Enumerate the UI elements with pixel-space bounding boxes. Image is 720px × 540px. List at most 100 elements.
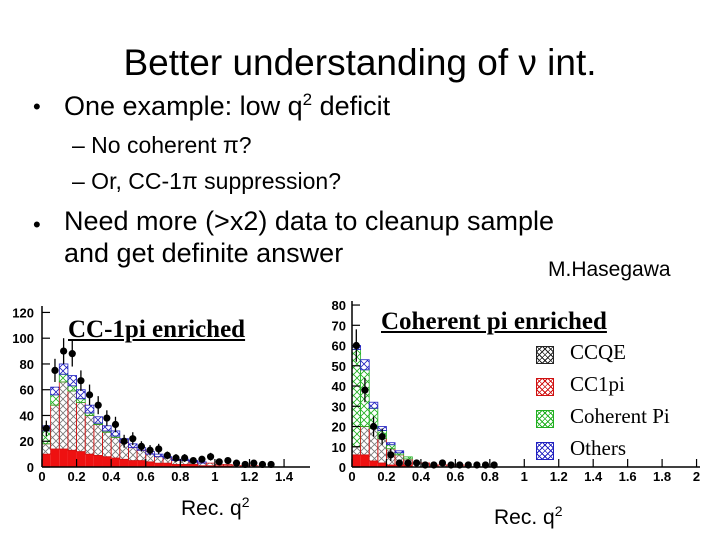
hist-bin-ccqe — [102, 456, 112, 467]
hist-bin-ccqe — [137, 460, 146, 467]
x-tick-label: 0 — [38, 469, 45, 484]
chart1-xlabel-base: Rec. q — [181, 497, 242, 520]
x-tick-label: 1.2 — [240, 469, 258, 484]
sub-bullet-cc1pi: – Or, CC-1π suppression? — [72, 168, 341, 194]
data-point — [258, 460, 267, 469]
legend-label-ccqe: CCQE — [570, 340, 627, 364]
y-tick-label: 120 — [12, 305, 34, 320]
hist-bin-ccqe — [377, 462, 387, 467]
hist-bin-cc1pi — [205, 462, 216, 467]
chart2-xlabel-sup: 2 — [554, 503, 563, 519]
data-point — [111, 420, 120, 429]
x-tick-label: 2 — [693, 469, 700, 484]
x-tick-label: 0.4 — [102, 469, 121, 484]
chart2-xlabel: Rec. q2 — [494, 503, 563, 530]
data-point — [232, 459, 241, 467]
y-tick-label: 60 — [20, 383, 34, 398]
hist-bin-cc1pi — [84, 415, 95, 455]
y-tick-label: 20 — [20, 434, 34, 449]
x-tick-label: 1.4 — [584, 469, 603, 484]
data-point — [438, 459, 447, 467]
data-point — [387, 451, 395, 459]
hist-bin-cc1pi — [58, 381, 69, 450]
bullet-low-q2-base: One example: low q — [64, 91, 303, 121]
data-point — [163, 451, 171, 460]
data-point — [42, 424, 50, 432]
data-point — [120, 437, 128, 445]
data-point — [404, 459, 412, 467]
y-tick-label: 50 — [332, 359, 346, 374]
chart2-xlabel-base: Rec. q — [494, 506, 555, 529]
x-tick-label: 0.2 — [377, 469, 395, 484]
hist-bin-ccqe — [154, 463, 164, 467]
hist-bin-ccqe — [163, 463, 172, 467]
hist-bin-others — [93, 416, 103, 424]
data-point — [395, 459, 403, 467]
hist-bin-others — [368, 401, 379, 409]
data-point — [413, 459, 421, 467]
hist-bin-ccqe — [67, 450, 77, 467]
data-point — [137, 442, 146, 450]
hist-bin-cc1pi — [153, 456, 164, 464]
hist-bin-cc1pi — [128, 447, 138, 461]
data-point — [267, 460, 275, 469]
y-tick-label: 70 — [332, 318, 346, 333]
hist-bin-cc1pi — [76, 402, 86, 452]
hist-bin-others — [386, 442, 396, 446]
x-tick-label: 0 — [348, 469, 355, 484]
y-tick-label: 100 — [12, 331, 34, 346]
x-tick-label: 1.4 — [275, 469, 294, 484]
data-point — [155, 445, 163, 453]
y-tick-label: 20 — [332, 420, 346, 435]
data-point — [224, 456, 232, 465]
data-point — [68, 350, 76, 358]
hist-bin-others — [58, 363, 69, 375]
x-tick-label: 1 — [211, 469, 218, 484]
y-tick-label: 80 — [332, 298, 346, 313]
chart1-title: CC-1pi enriched — [68, 316, 246, 343]
legend-swatch-ccqe — [536, 346, 554, 364]
data-point — [51, 366, 59, 374]
hist-bin-ccqe — [76, 451, 86, 467]
hist-bin-others — [360, 359, 370, 371]
chart2-title: Coherent pi enriched — [381, 308, 607, 335]
bullet-low-q2-tail: deficit — [312, 91, 391, 121]
hist-bin-others — [394, 450, 405, 454]
hist-bin-ccqe — [59, 448, 68, 467]
data-point — [77, 377, 85, 385]
hist-bin-coherent-pi — [58, 373, 69, 383]
x-tick-label: 1 — [521, 469, 528, 484]
hist-bin-cc1pi — [93, 424, 103, 456]
hist-bin-ccqe — [180, 464, 189, 467]
hist-bin-cc1pi — [223, 464, 233, 467]
bullet-low-q2-sup: 2 — [302, 90, 313, 109]
sub-bullet-coherent: – No coherent π? — [72, 132, 252, 158]
author-credit: M.Hasegawa — [548, 258, 671, 281]
data-point — [103, 414, 111, 422]
hist-bin-others — [84, 404, 95, 414]
hist-bin-ccqe — [352, 454, 361, 467]
x-tick-label: 0.8 — [481, 469, 499, 484]
hist-bin-others — [102, 425, 112, 432]
y-tick-label: 10 — [332, 440, 346, 455]
hist-bin-coherent-pi — [50, 394, 60, 406]
hist-bin-ccqe — [85, 454, 94, 467]
y-tick-label: 30 — [332, 399, 346, 414]
data-point — [215, 458, 223, 466]
hist-bin-others — [76, 389, 86, 400]
data-point — [172, 454, 180, 462]
data-point — [85, 391, 94, 399]
data-point — [369, 422, 378, 431]
data-point — [94, 401, 102, 409]
hist-bin-cc1pi — [360, 426, 370, 456]
hist-bin-ccqe — [42, 454, 51, 467]
data-point — [189, 456, 197, 465]
hist-bin-cc1pi — [67, 390, 77, 451]
legend-swatch-coherent-pi — [536, 410, 554, 428]
y-tick-label: 0 — [339, 460, 346, 475]
hist-bin-coherent-pi — [403, 456, 413, 460]
hist-bin-cc1pi — [136, 449, 147, 461]
hist-bin-ccqe — [128, 460, 138, 467]
